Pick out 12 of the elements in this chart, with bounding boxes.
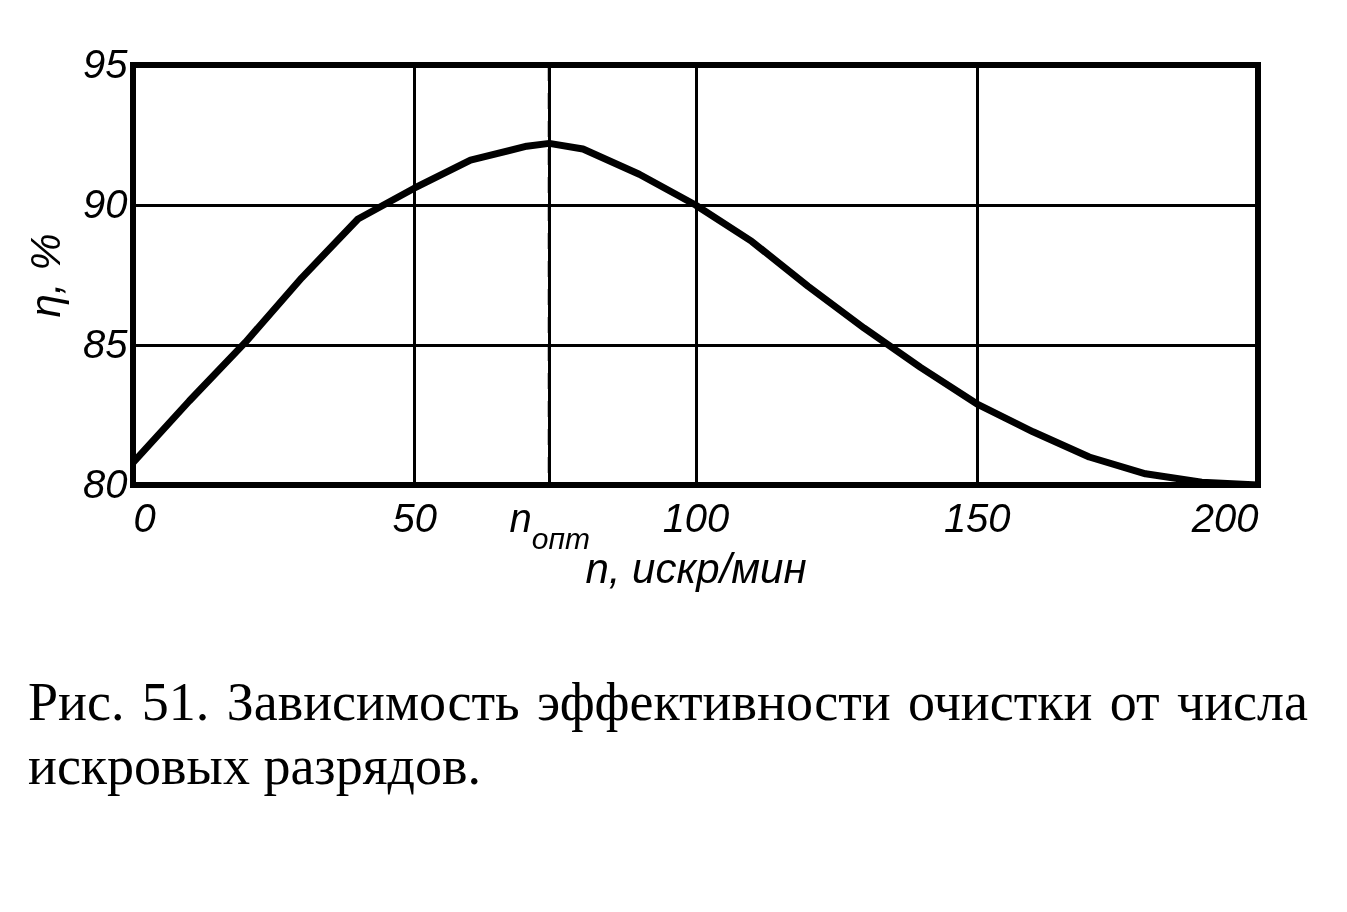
x-tick-label: 200 xyxy=(1190,495,1259,540)
y-tick-label: 85 xyxy=(83,321,129,366)
x-tick-label: n$_{опт}$ xyxy=(509,495,590,554)
x-tick-label: 150 xyxy=(943,495,1011,540)
y-axis-title: η, % xyxy=(22,233,70,318)
x-tick-label: 100 xyxy=(662,495,730,540)
y-tick-label: 90 xyxy=(83,181,128,226)
text: Рис. 51. Зависимость эффективности очистки от числа искровых разрядов. xyxy=(28,671,1308,798)
y-tick-label: 95 xyxy=(83,41,129,86)
x-tick-label: 0 xyxy=(133,495,156,540)
y-tick-label: 80 xyxy=(83,461,128,506)
x-tick-label: 50 xyxy=(392,495,437,540)
